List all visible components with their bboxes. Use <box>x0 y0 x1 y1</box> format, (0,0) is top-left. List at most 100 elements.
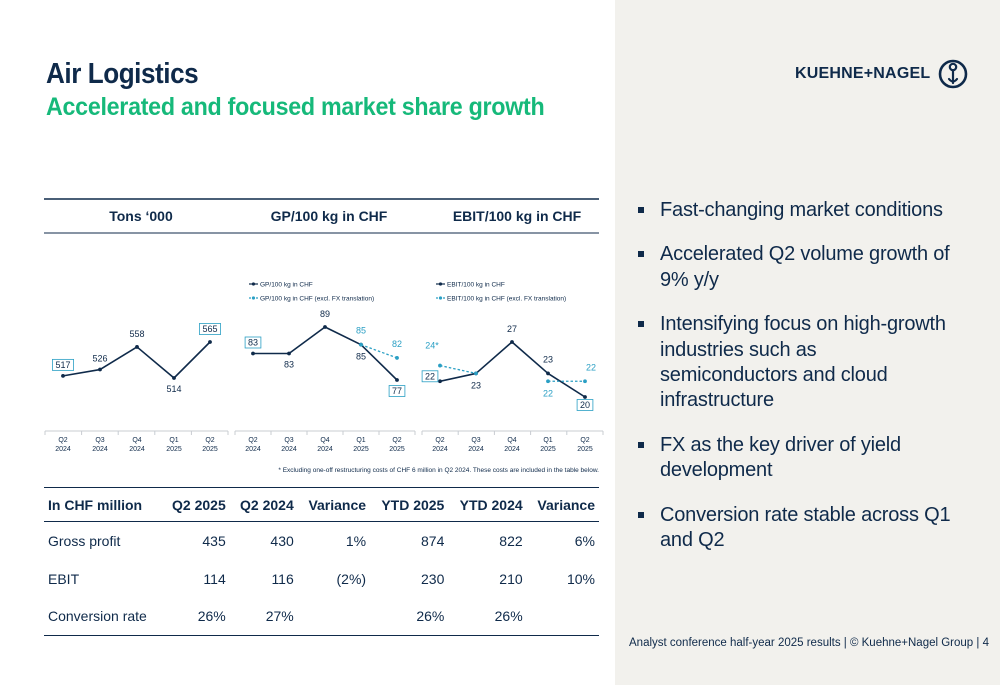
series-line <box>136 346 175 379</box>
panel-header-tons: Tons ‘000 <box>109 208 173 224</box>
x-tick-label: Q1 2025 <box>166 437 182 453</box>
data-label: 22 <box>425 371 435 381</box>
data-label-excl-fx: 24* <box>425 341 439 351</box>
legend-label: GP/100 kg in CHF (excl. FX translation) <box>260 296 374 303</box>
anchor-keyhole-icon <box>939 59 968 89</box>
data-point <box>98 367 102 372</box>
bullet-square-icon <box>638 321 644 328</box>
data-point-excl-fx <box>583 379 587 384</box>
table-cell: (2%) <box>336 570 367 587</box>
data-point <box>323 325 327 329</box>
series-line <box>511 341 549 375</box>
x-tick-label: Q4 2024 <box>504 437 520 453</box>
series-line <box>173 341 211 379</box>
table-cell: 116 <box>271 570 294 587</box>
data-point-excl-fx <box>546 379 550 384</box>
data-point-excl-fx <box>474 371 478 376</box>
list-item-text: Intensifying focus on high-growth indust… <box>660 313 946 412</box>
table-header-cell: Variance <box>297 487 371 522</box>
table-cell: 27% <box>229 597 298 636</box>
table-cell: 230 <box>421 570 445 587</box>
x-tick-label: Q3 2024 <box>468 437 484 453</box>
data-point <box>510 340 514 344</box>
x-tick-label: Q3 2024 <box>281 437 297 453</box>
data-label: 89 <box>320 309 330 319</box>
data-label: 23 <box>471 380 481 390</box>
data-label: 83 <box>248 338 258 348</box>
data-label: 83 <box>284 360 294 370</box>
footnote: * Excluding one-off restructuring costs … <box>278 467 599 474</box>
series-line <box>547 372 586 398</box>
table-cell <box>526 597 599 636</box>
table-cell: 6% <box>574 532 595 549</box>
bullet-square-icon <box>638 441 644 448</box>
legend-label: GP/100 kg in CHF <box>260 282 313 289</box>
list-item-text: FX as the key driver of yield developmen… <box>660 433 901 482</box>
table-cell: 26% <box>448 597 527 636</box>
company-logo: KUEHNE+NAGEL <box>795 57 968 91</box>
x-tick-label: Q2 2025 <box>389 437 405 453</box>
footer-text: Analyst conference half-year 2025 result… <box>629 637 989 649</box>
data-point <box>546 371 550 376</box>
table-cell: Conversion rate <box>44 597 162 636</box>
series-line <box>324 326 362 346</box>
table-cell: EBIT <box>48 570 80 587</box>
series-line-excl-fx <box>439 364 477 375</box>
data-label: 85 <box>356 352 366 362</box>
legend-label: EBIT/100 kg in CHF <box>447 282 505 289</box>
table-cell: 114 <box>203 570 226 587</box>
data-point <box>438 379 442 384</box>
table-cell: Gross profit <box>48 532 121 549</box>
data-point-excl-fx <box>359 342 363 347</box>
x-tick-label: Q4 2024 <box>129 437 145 453</box>
table-cell: 822 <box>499 532 523 549</box>
charts-area: Tons ‘000 GP/100 kg in CHF EBIT/100 kg i… <box>44 198 604 474</box>
panel-header-gp: GP/100 kg in CHF <box>271 208 388 224</box>
data-point <box>208 340 212 344</box>
list-item-text: Accelerated Q2 volume growth of 9% y/y <box>660 243 950 291</box>
table-cell: 1% <box>345 532 367 549</box>
series-line <box>99 346 138 371</box>
table-row: Gross profit 435 430 1% 874 822 6% <box>44 522 599 560</box>
series-line-excl-fx <box>360 344 398 359</box>
list-item-text: Fast-changing market conditions <box>660 199 943 221</box>
data-label-excl-fx: 22 <box>586 362 596 372</box>
legend-label: EBIT/100 kg in CHF (excl. FX translation… <box>447 296 566 303</box>
data-point <box>251 351 255 356</box>
right-panel <box>615 0 1000 685</box>
data-label: 526 <box>92 354 107 364</box>
table-header-row: In CHF million Q2 2025 Q2 2024 Variance … <box>44 487 599 522</box>
table-cell: 26% <box>370 597 449 636</box>
x-tick-label: Q2 2024 <box>245 437 261 453</box>
data-label-excl-fx: 85 <box>356 326 366 336</box>
list-item: Conversion rate stable across Q1 and Q2 <box>638 503 958 554</box>
table-cell: 430 <box>270 532 294 549</box>
data-label-box <box>388 385 406 397</box>
kpi-table: In CHF million Q2 2025 Q2 2024 Variance … <box>44 487 599 636</box>
bullet-square-icon <box>638 207 644 213</box>
table-cell: 26% <box>161 597 230 636</box>
x-tick-label: Q2 2024 <box>432 437 448 453</box>
table-cell: 874 <box>421 532 445 549</box>
x-tick-label: Q1 2025 <box>353 437 369 453</box>
legend-marker <box>438 296 443 300</box>
table-row: Conversion rate 26% 27% 26% 26% <box>44 597 599 636</box>
data-label: 517 <box>55 360 70 370</box>
x-tick-label: Q3 2024 <box>92 437 108 453</box>
data-point <box>172 376 176 380</box>
page-subtitle: Accelerated and focused market share gro… <box>46 93 545 121</box>
table-cell <box>297 597 371 636</box>
data-label: 565 <box>202 324 217 334</box>
data-point <box>583 395 587 399</box>
data-label: 20 <box>580 400 590 410</box>
data-point <box>287 351 291 356</box>
bullet-square-icon <box>638 511 644 518</box>
table-header-cell: Q2 2024 <box>229 487 298 522</box>
series-line <box>288 326 326 355</box>
x-tick-label: Q2 2025 <box>577 437 593 453</box>
series-line <box>62 368 101 377</box>
data-label-excl-fx: 82 <box>392 339 402 349</box>
table-header-cell: Q2 2025 <box>161 487 230 522</box>
table-header-cell: Variance <box>526 487 599 522</box>
table-header-cell: YTD 2024 <box>448 487 527 522</box>
